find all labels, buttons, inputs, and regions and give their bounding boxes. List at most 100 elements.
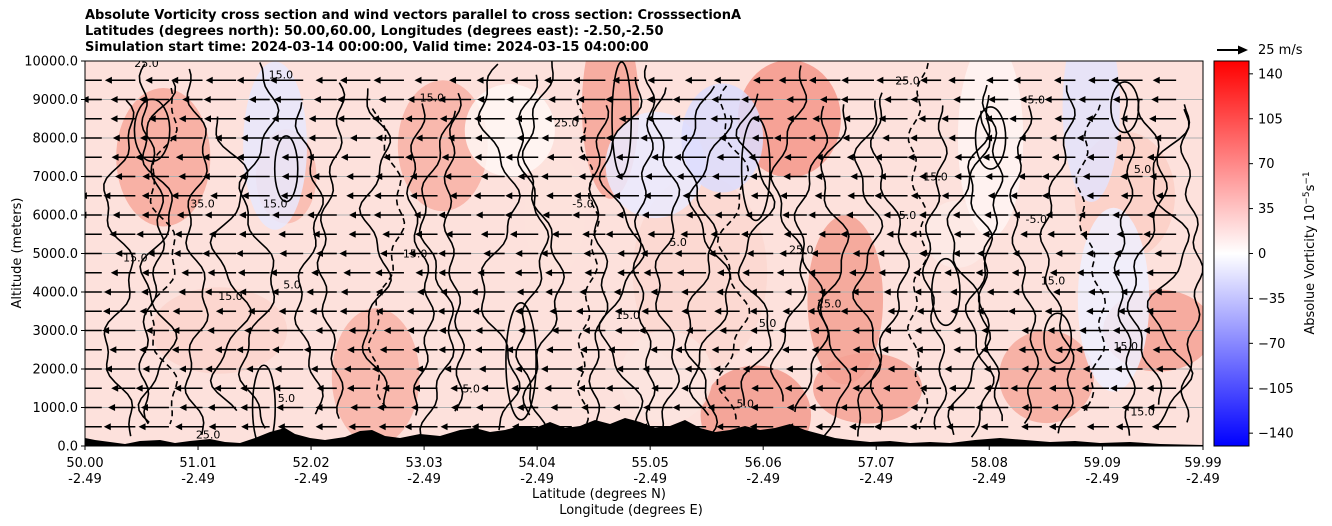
wind-vector-head xyxy=(1010,192,1018,200)
wind-vector-head xyxy=(380,250,388,257)
wind-vector-head xyxy=(515,115,523,123)
colorbar-tick-label: −70 xyxy=(1258,337,1285,352)
x-tick-label-longitude: -2.49 xyxy=(633,472,667,487)
wind-vector-head xyxy=(215,307,223,315)
wind-vector-head xyxy=(1149,173,1157,180)
contour-label: 5.0 xyxy=(283,278,301,291)
wind-vector-head xyxy=(77,231,84,238)
wind-vector-head xyxy=(373,211,381,219)
wind-vector-head xyxy=(248,96,256,103)
wind-vector-head xyxy=(1082,173,1090,180)
wind-vector-head xyxy=(346,173,354,180)
wind-vector-head xyxy=(438,250,446,257)
wind-vector-head xyxy=(449,192,457,200)
wind-vector-head xyxy=(876,76,884,84)
wind-vector-head xyxy=(784,384,792,392)
wind-vector-head xyxy=(976,250,984,257)
wind-vector-head xyxy=(1152,346,1160,354)
wind-vector-head xyxy=(874,192,882,200)
wind-vector-head xyxy=(1049,134,1057,142)
wind-vector-head xyxy=(681,307,689,315)
wind-vector-head xyxy=(713,365,721,373)
wind-vector-head xyxy=(944,269,952,277)
wind-vector-head xyxy=(546,346,554,354)
wind-vector-head xyxy=(142,173,150,180)
wind-vector-head xyxy=(412,346,420,354)
wind-vector-head xyxy=(141,288,149,296)
wind-vector-head xyxy=(444,365,452,373)
wind-vector-head xyxy=(1111,76,1119,84)
wind-vector-head xyxy=(776,269,784,277)
shading-patch xyxy=(243,61,307,230)
wind-vector-head xyxy=(171,346,179,354)
wind-vector-head xyxy=(914,327,922,334)
wind-vector-head xyxy=(471,423,479,431)
wind-vector-head xyxy=(850,173,858,180)
wind-vector-head xyxy=(204,288,212,296)
wind-vector-head xyxy=(348,230,356,238)
wind-vector-head xyxy=(843,115,851,123)
wind-vector-head xyxy=(473,115,481,123)
wind-vector-head xyxy=(676,269,684,277)
wind-vector-head xyxy=(1012,288,1020,296)
wind-vector-head xyxy=(340,288,348,296)
contour-label: 25.0 xyxy=(817,298,842,311)
wind-vector-head xyxy=(544,384,552,392)
wind-vector-head xyxy=(171,192,179,200)
wind-vector-head xyxy=(175,423,183,431)
wind-vector-head xyxy=(575,365,583,373)
wind-vector-head xyxy=(172,307,180,315)
wind-vector-head xyxy=(378,423,386,431)
wind-vector-head xyxy=(786,115,794,123)
wind-vector-head xyxy=(236,76,244,84)
wind-vector-head xyxy=(783,230,791,238)
reference-vector-head xyxy=(1238,45,1248,55)
contour-line xyxy=(358,88,392,407)
wind-vector-head xyxy=(815,423,823,431)
wind-vector-head xyxy=(109,346,117,354)
wind-vector-head xyxy=(174,384,182,392)
wind-vector-head xyxy=(438,346,446,354)
contour-line xyxy=(1039,85,1076,434)
wind-vector-head xyxy=(708,250,716,257)
wind-vector-head xyxy=(315,250,323,257)
wind-vector-head xyxy=(516,404,524,411)
wind-vector-head xyxy=(785,365,793,373)
x-tick-label-longitude: -2.49 xyxy=(520,472,554,487)
wind-vector-head xyxy=(1086,192,1094,200)
contour-label: 15.0 xyxy=(616,309,641,322)
y-tick-label: 2000.0 xyxy=(33,363,79,378)
wind-vector-head xyxy=(910,134,918,142)
wind-vector-head xyxy=(451,404,459,411)
wind-vector-head xyxy=(1008,307,1016,315)
x-tick-label-longitude: -2.49 xyxy=(1186,472,1220,487)
colorbar-label-units: s xyxy=(1303,184,1318,191)
wind-vector-head xyxy=(551,327,559,334)
wind-vector-head xyxy=(578,173,586,180)
wind-vector-head xyxy=(1154,134,1162,142)
x-tick-label-latitude: 57.07 xyxy=(858,456,895,471)
contour-label: 25.0 xyxy=(554,117,579,130)
wind-vector-head xyxy=(948,76,956,84)
wind-vector-head xyxy=(1076,134,1084,142)
contour-label: 5.0 xyxy=(1134,163,1152,176)
wind-vector-head xyxy=(846,153,854,161)
wind-vector-head xyxy=(1021,365,1029,373)
wind-vector-head xyxy=(1113,346,1121,354)
contour-line xyxy=(138,63,166,425)
wind-vector-head xyxy=(1113,250,1121,257)
wind-vector-head xyxy=(85,96,89,103)
wind-vector-head xyxy=(952,211,960,219)
wind-vector-head xyxy=(405,115,413,123)
colorbar-tick-label: 0 xyxy=(1258,247,1266,262)
wind-vector-head xyxy=(577,384,585,392)
wind-vector-head xyxy=(71,346,78,353)
wind-vector-head xyxy=(103,423,111,431)
wind-vector-head xyxy=(716,423,724,431)
wind-vector-head xyxy=(773,134,781,142)
wind-vector-head xyxy=(878,173,886,180)
wind-vector-head xyxy=(884,327,892,334)
wind-vector-head xyxy=(141,192,149,200)
wind-vector-head xyxy=(506,346,514,354)
